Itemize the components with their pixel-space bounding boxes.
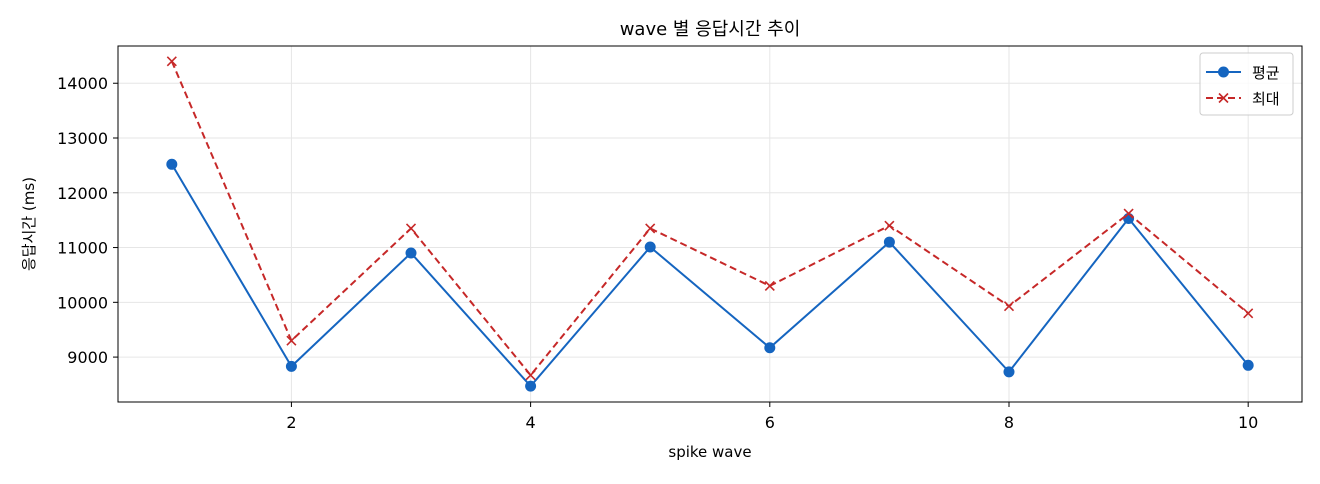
plot-frame xyxy=(117,45,1303,403)
y-axis-label: 응답시간 (ms) xyxy=(20,177,38,271)
legend-label: 최대 xyxy=(1252,90,1280,108)
x-marker-stroke xyxy=(884,220,895,231)
y-tick-label: 10000 xyxy=(57,293,108,312)
data-point xyxy=(525,370,536,381)
x-axis-label: spike wave xyxy=(668,443,751,461)
x-axis: 2 4 6 8 10 xyxy=(286,402,1258,432)
series-average xyxy=(166,158,1254,392)
y-tick-label: 13000 xyxy=(57,129,108,148)
x-marker-stroke xyxy=(286,335,297,346)
data-point xyxy=(764,342,776,354)
legend-marker xyxy=(1218,66,1229,78)
data-point xyxy=(1123,213,1135,225)
legend-item: 최대 xyxy=(1206,90,1280,108)
data-point xyxy=(405,247,417,259)
series-maximum xyxy=(166,56,1254,381)
data-point xyxy=(166,56,177,67)
x-marker-stroke xyxy=(1003,301,1015,312)
data-point xyxy=(1243,308,1254,319)
x-tick-label: 2 xyxy=(286,413,296,432)
data-point xyxy=(286,335,297,346)
y-axis: 9000 10000 11000 12000 13000 14000 xyxy=(57,74,118,367)
data-point xyxy=(285,360,297,372)
legend-item: 평균 xyxy=(1206,64,1280,82)
y-tick-label: 9000 xyxy=(67,348,108,367)
data-point xyxy=(166,158,178,170)
x-marker-stroke xyxy=(525,370,536,381)
x-tick-label: 8 xyxy=(1004,413,1014,432)
legend-label: 평균 xyxy=(1252,64,1280,82)
x-marker-stroke xyxy=(1123,208,1134,219)
data-point xyxy=(1003,301,1015,312)
y-tick-label: 12000 xyxy=(57,184,108,203)
data-point xyxy=(1123,208,1134,219)
data-point xyxy=(1242,359,1254,371)
y-tick-label: 11000 xyxy=(57,239,108,258)
series-layer xyxy=(166,56,1254,392)
x-tick-label: 10 xyxy=(1238,413,1258,432)
x-marker-stroke xyxy=(764,280,775,291)
data-point xyxy=(405,223,417,234)
chart-title: wave 별 응답시간 추이 xyxy=(620,19,801,40)
series-line xyxy=(170,163,1249,388)
data-point xyxy=(644,241,656,253)
x-marker-stroke xyxy=(1218,92,1229,104)
x-marker-stroke xyxy=(645,223,656,234)
legend-marker xyxy=(1218,92,1229,104)
x-marker-stroke xyxy=(166,56,177,67)
x-marker-stroke xyxy=(405,223,417,234)
x-tick-label: 4 xyxy=(526,413,536,432)
data-point xyxy=(883,236,895,248)
data-point xyxy=(764,280,775,291)
y-tick-label: 14000 xyxy=(57,74,108,93)
data-point xyxy=(645,223,656,234)
data-point xyxy=(525,380,537,392)
grid xyxy=(118,46,1302,402)
x-tick-label: 6 xyxy=(765,413,775,432)
data-point xyxy=(884,220,895,231)
x-marker-stroke xyxy=(1243,308,1254,319)
series-line xyxy=(170,60,1249,377)
data-point xyxy=(1003,366,1015,378)
